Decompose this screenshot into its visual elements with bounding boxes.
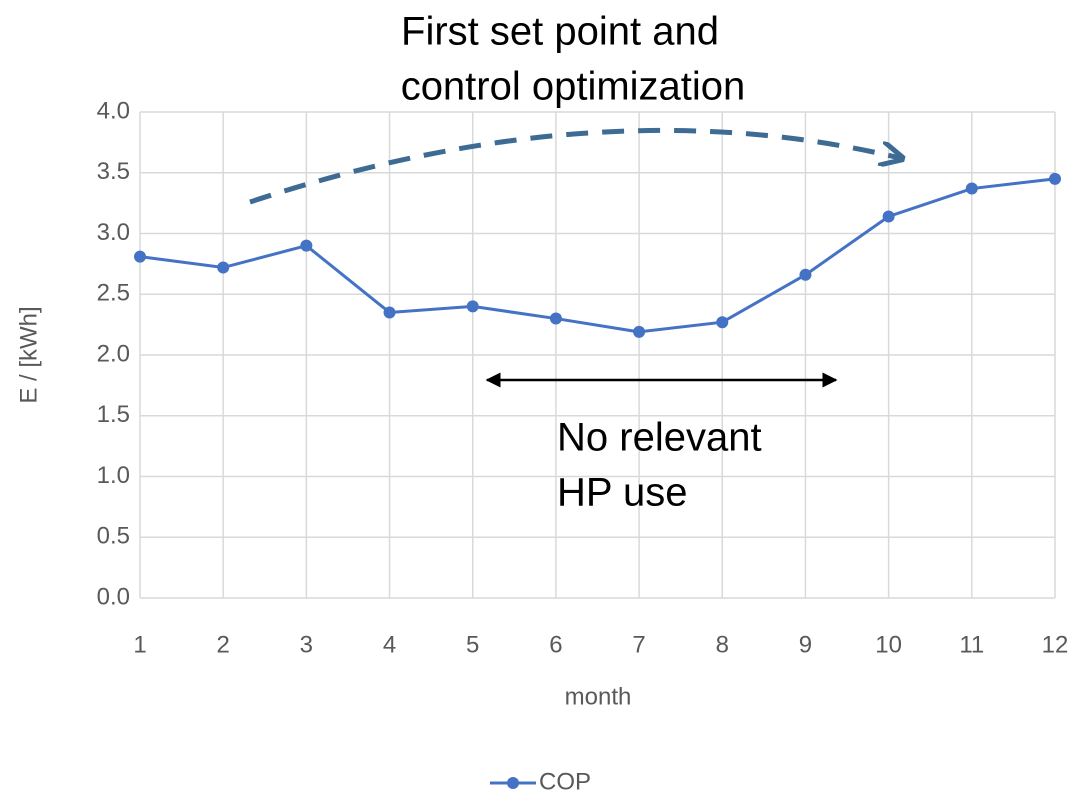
x-tick-label: 12 bbox=[1042, 631, 1069, 658]
legend-label: COP bbox=[539, 768, 591, 795]
x-tick-label: 7 bbox=[632, 631, 645, 658]
y-tick-label: 1.5 bbox=[97, 401, 130, 428]
data-point bbox=[383, 306, 396, 319]
x-axis-label: month bbox=[565, 683, 632, 710]
annotation: control optimization bbox=[401, 65, 746, 109]
data-point bbox=[217, 261, 230, 274]
x-tick-label: 5 bbox=[466, 631, 479, 658]
legend-marker bbox=[507, 777, 519, 789]
y-tick-label: 0.5 bbox=[97, 523, 130, 550]
y-tick-label: 2.5 bbox=[97, 280, 130, 307]
data-point bbox=[134, 250, 146, 263]
data-point bbox=[549, 312, 562, 325]
x-tick-label: 3 bbox=[300, 631, 313, 658]
y-tick-label: 4.0 bbox=[97, 97, 130, 124]
x-tick-label: 6 bbox=[549, 631, 562, 658]
x-tick-label: 4 bbox=[383, 631, 396, 658]
y-tick-label: 2.0 bbox=[97, 340, 130, 367]
x-tick-label: 2 bbox=[217, 631, 230, 658]
x-tick-label: 9 bbox=[799, 631, 812, 658]
data-point bbox=[882, 210, 895, 223]
x-tick-label: 1 bbox=[133, 631, 146, 658]
data-point bbox=[716, 316, 729, 329]
grid bbox=[139, 111, 1056, 599]
x-tick-label: 8 bbox=[716, 631, 729, 658]
dashed-arrow bbox=[249, 127, 900, 205]
annotation: HP use bbox=[557, 471, 687, 515]
data-point bbox=[965, 182, 978, 195]
data-point bbox=[1049, 172, 1061, 185]
data-point bbox=[466, 300, 479, 313]
data-point bbox=[799, 268, 812, 281]
x-tick-label: 10 bbox=[875, 631, 902, 658]
data-point bbox=[300, 239, 313, 252]
series-line bbox=[139, 177, 1056, 334]
y-tick-label: 3.0 bbox=[97, 219, 130, 246]
y-tick-label: 0.0 bbox=[97, 583, 130, 610]
y-axis-label: E / [kWh] bbox=[15, 306, 42, 403]
y-tick-label: 3.5 bbox=[97, 158, 130, 185]
x-tick-label: 11 bbox=[959, 631, 984, 658]
annotation: No relevant bbox=[557, 416, 762, 460]
y-tick-label: 1.0 bbox=[97, 462, 130, 489]
data-point bbox=[633, 325, 646, 338]
annotation: First set point and bbox=[401, 10, 719, 54]
